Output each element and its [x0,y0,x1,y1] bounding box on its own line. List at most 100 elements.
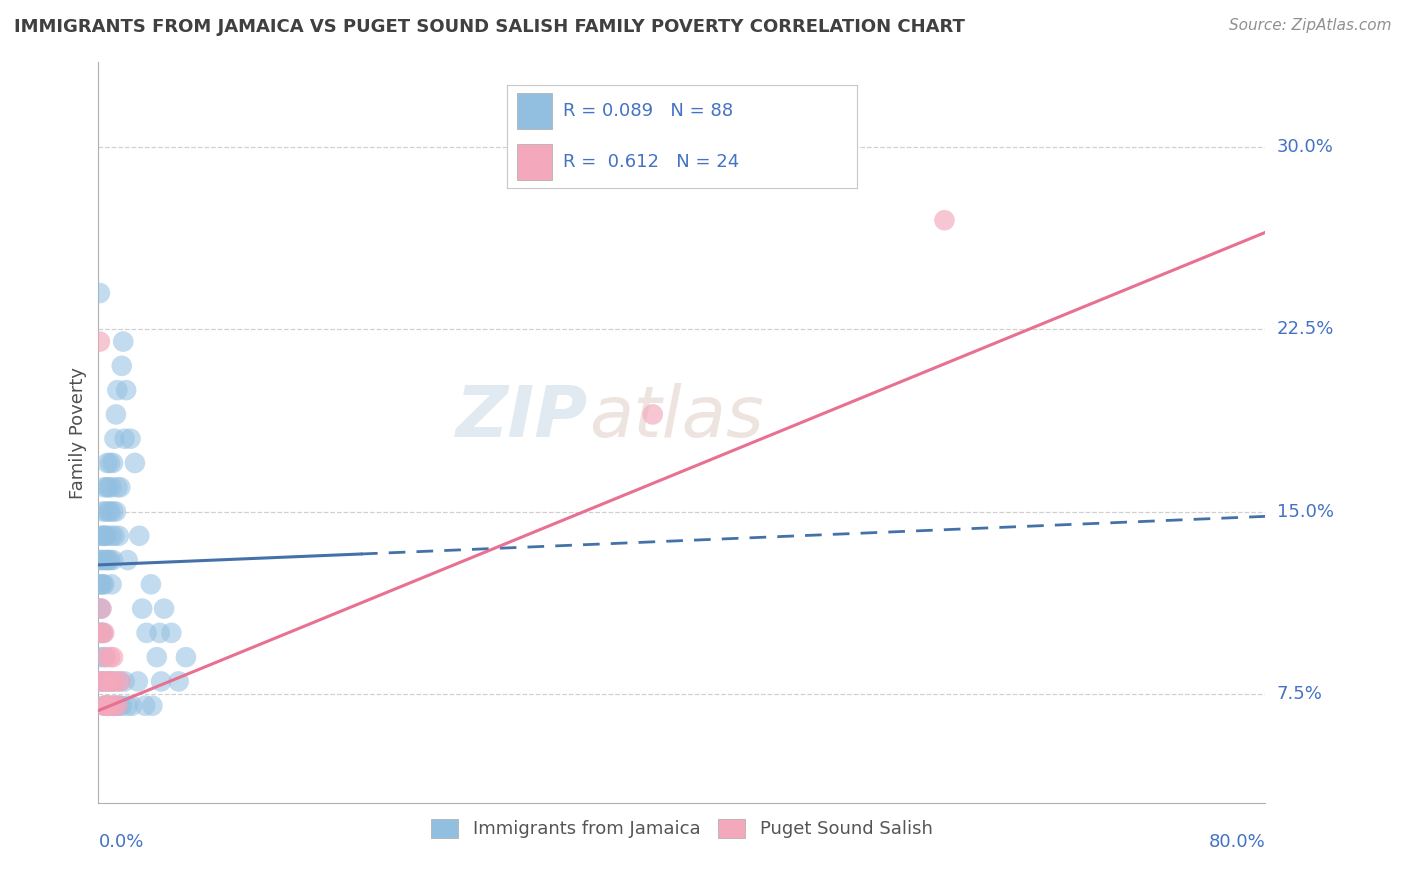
Point [105,383,128,397]
Point [93,698,115,713]
Point [128,529,150,543]
Point [98,650,121,665]
Point [101,456,124,470]
Point [96,456,118,470]
Point [105,698,128,713]
Point [94,529,117,543]
Point [98,504,121,518]
Point [91,504,114,518]
Point [96,674,118,689]
Point [103,432,125,446]
Point [103,698,125,713]
Point [97,698,120,713]
Point [111,698,134,713]
Point [97,504,120,518]
Point [134,698,156,713]
Point [104,674,127,689]
Point [100,674,122,689]
Point [90,626,112,640]
Point [89,334,111,349]
Point [91,553,114,567]
Point [91,626,114,640]
Y-axis label: Family Poverty: Family Poverty [69,367,87,499]
Point [110,674,132,689]
Text: 0.0%: 0.0% [98,833,143,851]
Point [149,626,172,640]
Legend: Immigrants from Jamaica, Puget Sound Salish: Immigrants from Jamaica, Puget Sound Sal… [423,812,941,846]
Point [96,553,118,567]
Point [91,626,114,640]
Point [96,529,118,543]
Point [121,698,143,713]
Point [174,650,197,665]
Point [150,674,173,689]
Point [89,650,111,665]
Point [103,529,125,543]
Point [96,480,118,494]
Point [100,674,122,689]
Point [90,674,112,689]
Point [131,601,153,615]
Point [91,577,114,591]
Text: 7.5%: 7.5% [1277,684,1323,703]
Point [110,674,132,689]
Point [103,698,125,713]
Point [96,698,118,713]
Point [96,698,118,713]
Point [89,601,111,615]
Point [101,504,124,518]
Point [100,480,122,494]
Point [90,601,112,615]
Point [114,674,136,689]
Text: Source: ZipAtlas.com: Source: ZipAtlas.com [1229,18,1392,33]
Point [94,650,117,665]
Text: 30.0%: 30.0% [1277,138,1333,156]
Point [139,577,162,591]
Point [101,553,124,567]
Text: ZIP: ZIP [457,384,589,452]
Point [135,626,157,640]
Point [98,553,121,567]
Point [93,480,115,494]
Point [97,674,120,689]
Point [101,650,124,665]
Point [108,529,131,543]
Point [146,650,169,665]
Point [141,698,163,713]
Point [91,529,114,543]
Point [97,553,120,567]
Point [94,674,117,689]
Point [98,674,121,689]
Point [90,529,112,543]
Point [112,334,135,349]
Point [104,674,127,689]
Point [93,650,115,665]
Point [117,553,139,567]
Point [117,698,139,713]
Point [90,553,112,567]
Point [114,432,136,446]
Point [167,674,190,689]
Point [104,408,127,422]
Text: 15.0%: 15.0% [1277,502,1333,521]
Point [94,553,117,567]
Point [127,674,149,689]
Point [89,286,111,301]
Point [89,626,111,640]
Point [934,213,956,227]
Point [104,504,127,518]
Point [100,577,122,591]
Point [110,480,132,494]
Text: 22.5%: 22.5% [1277,320,1334,338]
Point [641,408,664,422]
Point [93,626,115,640]
Point [120,432,142,446]
Point [105,698,128,713]
Point [93,698,115,713]
Point [98,698,121,713]
Text: 80.0%: 80.0% [1209,833,1265,851]
Point [89,577,111,591]
Point [89,553,111,567]
Point [90,601,112,615]
Point [105,480,128,494]
